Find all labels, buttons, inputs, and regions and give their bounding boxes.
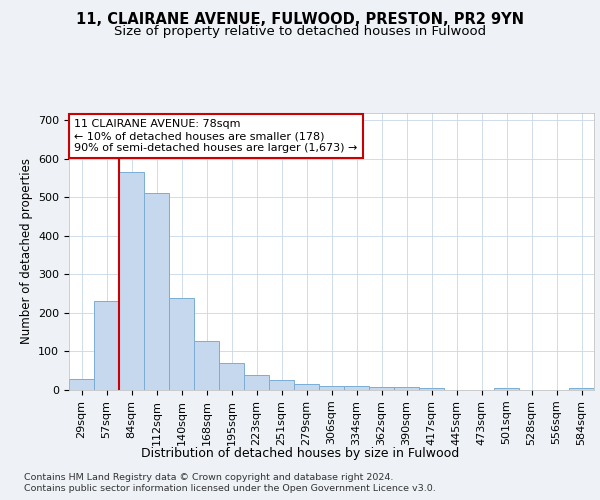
Bar <box>569 388 594 390</box>
Y-axis label: Number of detached properties: Number of detached properties <box>20 158 32 344</box>
Bar <box>69 379 94 390</box>
Text: Size of property relative to detached houses in Fulwood: Size of property relative to detached ho… <box>114 25 486 38</box>
Bar <box>269 380 294 390</box>
Bar <box>169 298 194 390</box>
Bar <box>369 387 394 390</box>
Bar <box>219 363 244 390</box>
Bar <box>494 388 519 390</box>
Text: Contains public sector information licensed under the Open Government Licence v3: Contains public sector information licen… <box>24 484 436 493</box>
Bar <box>319 386 344 390</box>
Bar <box>344 386 369 390</box>
Text: 11, CLAIRANE AVENUE, FULWOOD, PRESTON, PR2 9YN: 11, CLAIRANE AVENUE, FULWOOD, PRESTON, P… <box>76 12 524 28</box>
Bar <box>294 384 319 390</box>
Text: Contains HM Land Registry data © Crown copyright and database right 2024.: Contains HM Land Registry data © Crown c… <box>24 472 394 482</box>
Bar <box>194 340 219 390</box>
Bar <box>419 388 444 390</box>
Bar <box>394 387 419 390</box>
Bar <box>94 302 119 390</box>
Text: 11 CLAIRANE AVENUE: 78sqm
← 10% of detached houses are smaller (178)
90% of semi: 11 CLAIRANE AVENUE: 78sqm ← 10% of detac… <box>74 120 358 152</box>
Bar <box>119 172 144 390</box>
Bar <box>144 194 169 390</box>
Bar <box>244 374 269 390</box>
Text: Distribution of detached houses by size in Fulwood: Distribution of detached houses by size … <box>141 448 459 460</box>
